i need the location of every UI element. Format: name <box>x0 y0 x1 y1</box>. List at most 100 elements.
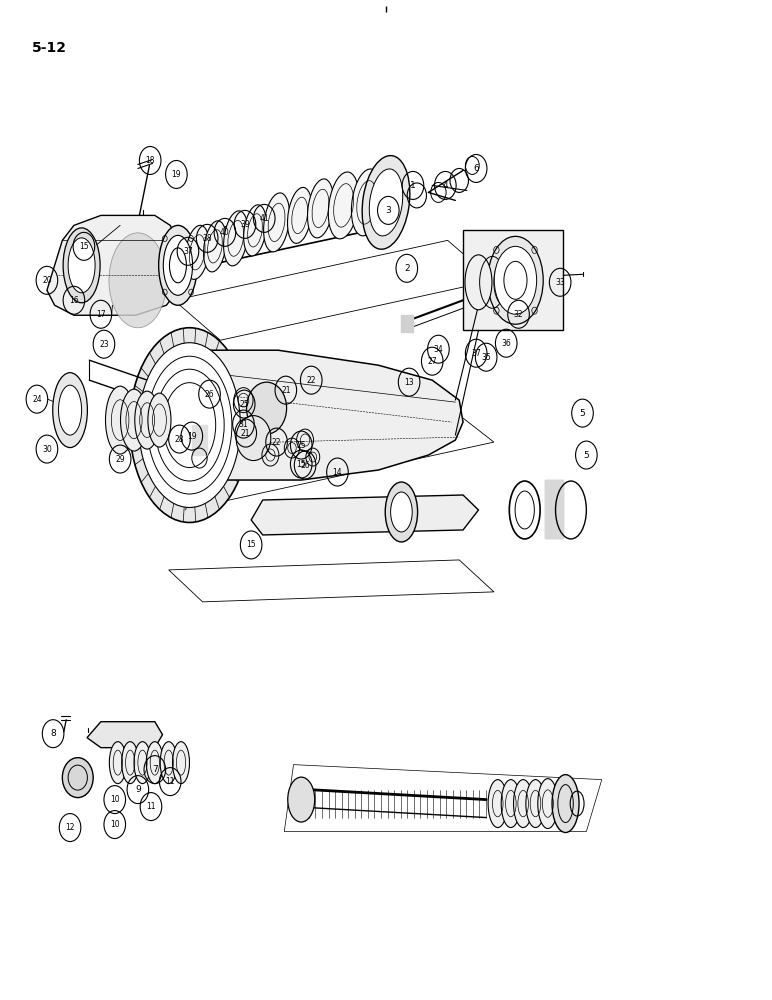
Text: 13: 13 <box>405 378 414 387</box>
Text: 12: 12 <box>66 823 75 832</box>
Polygon shape <box>191 425 207 455</box>
Ellipse shape <box>236 416 271 461</box>
Ellipse shape <box>122 742 139 784</box>
Text: 15: 15 <box>79 242 89 251</box>
Polygon shape <box>169 350 463 480</box>
Text: 11: 11 <box>146 802 156 811</box>
Text: 24: 24 <box>32 395 42 404</box>
Ellipse shape <box>246 382 286 434</box>
Text: 19: 19 <box>187 432 197 441</box>
Ellipse shape <box>328 172 359 239</box>
Ellipse shape <box>63 758 93 798</box>
Text: 34: 34 <box>434 345 443 354</box>
Ellipse shape <box>376 165 408 236</box>
Ellipse shape <box>110 742 127 784</box>
Text: 22: 22 <box>306 376 316 385</box>
Ellipse shape <box>385 482 418 542</box>
Ellipse shape <box>59 385 82 435</box>
Text: 25: 25 <box>239 400 249 409</box>
Ellipse shape <box>513 780 533 828</box>
Text: 37: 37 <box>183 247 193 256</box>
Text: 20: 20 <box>42 276 52 285</box>
Ellipse shape <box>351 169 382 236</box>
Text: 5-12: 5-12 <box>32 41 66 55</box>
Text: 33: 33 <box>555 278 565 287</box>
Text: 21: 21 <box>241 429 250 438</box>
Ellipse shape <box>369 169 403 236</box>
Ellipse shape <box>147 742 164 784</box>
Text: 38: 38 <box>202 234 212 243</box>
Ellipse shape <box>526 780 545 828</box>
Ellipse shape <box>159 225 197 305</box>
Ellipse shape <box>148 393 171 447</box>
Text: 27: 27 <box>428 357 437 366</box>
Text: 41: 41 <box>259 214 269 223</box>
Polygon shape <box>47 215 178 315</box>
Text: 22: 22 <box>272 438 281 447</box>
Text: 11: 11 <box>165 777 175 786</box>
Ellipse shape <box>120 389 147 451</box>
Ellipse shape <box>465 255 492 310</box>
Text: 5: 5 <box>584 451 589 460</box>
Ellipse shape <box>68 238 95 293</box>
Text: 15: 15 <box>296 460 306 469</box>
Ellipse shape <box>134 742 151 784</box>
Text: 4: 4 <box>442 181 449 190</box>
Ellipse shape <box>288 777 315 822</box>
Text: 9: 9 <box>135 785 141 794</box>
Text: 40: 40 <box>220 228 230 237</box>
Ellipse shape <box>538 779 558 829</box>
Text: 21: 21 <box>281 386 290 395</box>
Text: 31: 31 <box>239 420 249 429</box>
Text: 25: 25 <box>296 441 306 450</box>
Ellipse shape <box>164 235 192 295</box>
Text: 37: 37 <box>471 349 481 358</box>
Ellipse shape <box>501 780 520 828</box>
Ellipse shape <box>135 391 160 449</box>
Text: 35: 35 <box>481 353 491 362</box>
Ellipse shape <box>224 211 248 266</box>
Ellipse shape <box>106 386 135 454</box>
Text: 10: 10 <box>110 795 120 804</box>
Ellipse shape <box>307 179 334 238</box>
Polygon shape <box>401 315 413 332</box>
Ellipse shape <box>172 742 189 784</box>
Polygon shape <box>87 722 163 748</box>
Ellipse shape <box>263 193 290 252</box>
Text: 39: 39 <box>240 220 250 229</box>
Text: 16: 16 <box>69 296 79 305</box>
Ellipse shape <box>204 221 226 272</box>
Ellipse shape <box>139 343 240 507</box>
Ellipse shape <box>244 205 266 256</box>
Text: 8: 8 <box>50 729 56 738</box>
Ellipse shape <box>552 775 579 833</box>
Ellipse shape <box>52 373 87 448</box>
Text: 32: 32 <box>513 310 523 319</box>
Text: 5: 5 <box>580 409 585 418</box>
FancyBboxPatch shape <box>463 230 564 330</box>
Ellipse shape <box>488 780 507 828</box>
Text: 14: 14 <box>333 468 342 477</box>
Polygon shape <box>545 480 564 538</box>
Ellipse shape <box>109 233 167 328</box>
Text: 10: 10 <box>110 820 120 829</box>
Text: 28: 28 <box>174 435 185 444</box>
Text: 17: 17 <box>96 310 106 319</box>
Text: 23: 23 <box>99 340 109 349</box>
Text: 26: 26 <box>300 461 310 470</box>
Ellipse shape <box>63 228 100 303</box>
Ellipse shape <box>185 225 209 279</box>
Text: 15: 15 <box>246 540 256 549</box>
Text: 7: 7 <box>152 765 157 774</box>
Ellipse shape <box>391 492 412 532</box>
Ellipse shape <box>287 187 312 243</box>
Ellipse shape <box>362 156 410 249</box>
Text: 2: 2 <box>404 264 410 273</box>
Text: 6: 6 <box>473 164 479 173</box>
Ellipse shape <box>488 236 543 324</box>
Text: 18: 18 <box>145 156 155 165</box>
Text: 30: 30 <box>42 445 52 454</box>
Text: 1: 1 <box>410 181 416 190</box>
Text: 29: 29 <box>115 455 125 464</box>
Polygon shape <box>251 495 479 535</box>
